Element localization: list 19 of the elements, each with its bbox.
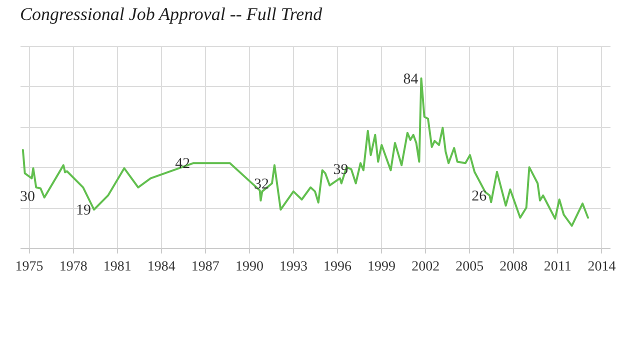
x-tick-label: 1987 — [191, 260, 220, 274]
x-tick-label: 1990 — [235, 260, 264, 274]
x-tick-label: 1981 — [103, 260, 132, 274]
chart-title: Congressional Job Approval -- Full Trend — [20, 4, 324, 24]
x-tick-label: 2014 — [588, 260, 616, 274]
annotation: 30 — [20, 189, 35, 205]
x-tick-label: 1978 — [59, 260, 88, 274]
data-label: 84 — [403, 71, 419, 88]
x-tick-label: 1993 — [279, 260, 308, 274]
x-tick-label: 2002 — [412, 260, 440, 274]
x-tick-label: 2008 — [500, 260, 528, 274]
x-tick-label: 2005 — [456, 260, 484, 274]
x-tick-label: 1984 — [147, 260, 176, 274]
data-label: 26 — [472, 188, 488, 204]
x-tick-label: 1996 — [324, 260, 352, 274]
x-tick-label: 1975 — [15, 260, 44, 274]
data-label: 19 — [76, 202, 91, 219]
x-tick-label: 1999 — [368, 260, 396, 274]
x-tick-label: 2011 — [544, 260, 572, 274]
